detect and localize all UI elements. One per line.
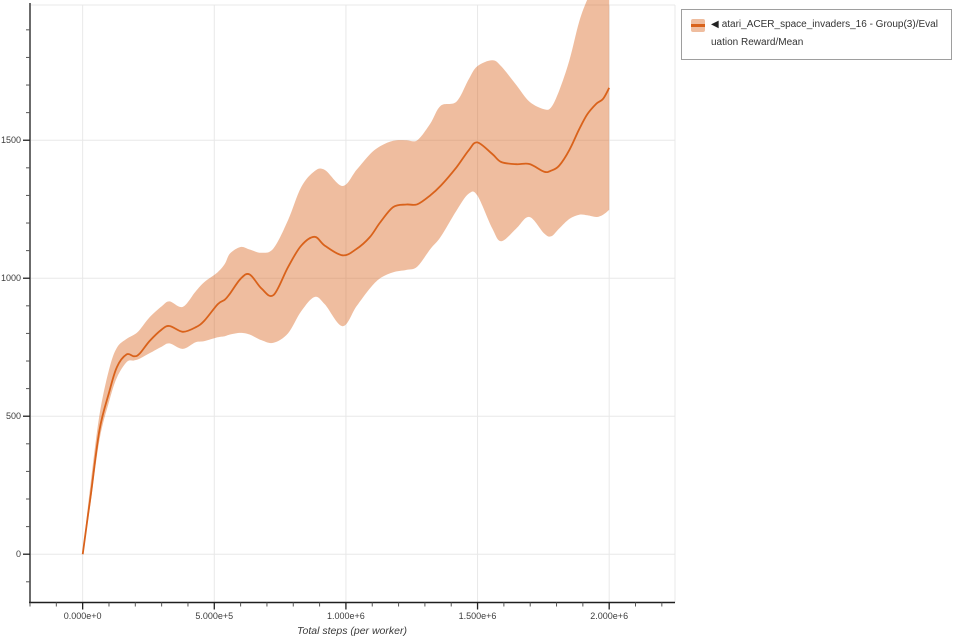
y-axis: 0 500 1000 1500 — [1, 29, 30, 583]
legend-item[interactable]: ◀ atari_ACER_space_invaders_16 - Group(3)… — [691, 16, 942, 52]
legend: ◀ atari_ACER_space_invaders_16 - Group(3)… — [681, 9, 952, 60]
y-tick-label: 500 — [6, 411, 21, 421]
series[interactable] — [81, 0, 610, 555]
x-tick-label: 5.000e+5 — [195, 611, 233, 621]
legend-series-name: atari_ACER_space_invaders_16 - Group(3)/… — [711, 19, 938, 48]
y-tick-label: 1500 — [1, 135, 21, 145]
x-axis-title: Total steps (per worker) — [297, 625, 407, 637]
legend-swatch-band-icon — [691, 19, 705, 32]
mean-line — [81, 87, 610, 555]
legend-swatch-line-icon — [691, 24, 705, 27]
confidence-band — [82, 0, 610, 555]
x-tick-label: 0.000e+0 — [64, 611, 102, 621]
y-tick-label: 1000 — [1, 273, 21, 283]
axes — [29, 3, 675, 604]
legend-label: ◀ atari_ACER_space_invaders_16 - Group(3)… — [711, 16, 942, 52]
x-tick-label: 1.000e+6 — [327, 611, 365, 621]
x-axis: 0.000e+0 5.000e+5 1.000e+6 1.500e+6 2.000e+6 — [29, 602, 663, 621]
gridlines — [30, 4, 676, 603]
y-tick-label: 0 — [16, 549, 21, 559]
x-tick-label: 1.500e+6 — [459, 611, 497, 621]
x-tick-label: 2.000e+6 — [590, 611, 628, 621]
collapse-triangle-icon[interactable]: ◀ — [711, 19, 719, 30]
